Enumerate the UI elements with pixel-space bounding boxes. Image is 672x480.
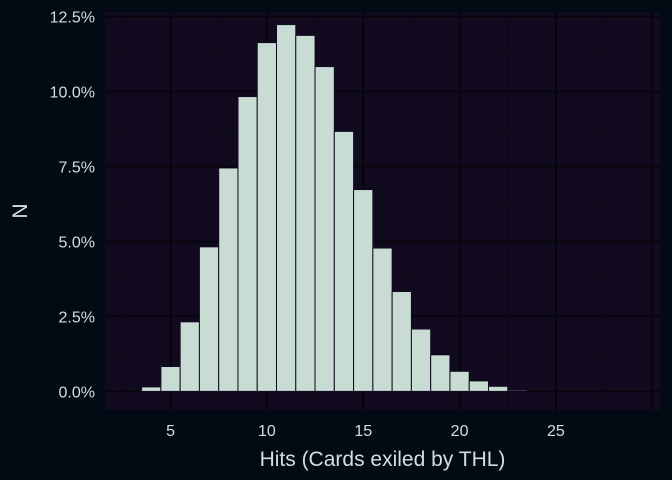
x-axis-title: Hits (Cards exiled by THL) bbox=[260, 448, 506, 471]
y-tick-label: 2.5% bbox=[59, 309, 95, 326]
y-tick-label: 5.0% bbox=[59, 234, 95, 251]
histogram-bar bbox=[372, 247, 393, 392]
y-tick-label: 0.0% bbox=[59, 384, 95, 401]
histogram-bar bbox=[160, 366, 181, 392]
y-axis-tick-labels: 0.0% 2.5% 5.0% 7.5% 10.0% 12.5% bbox=[50, 9, 95, 401]
histogram-bar bbox=[141, 386, 162, 392]
x-axis-tick-labels: 5 10 15 20 25 bbox=[166, 423, 565, 440]
histogram-bars bbox=[141, 24, 528, 392]
histogram-bar bbox=[449, 370, 470, 392]
histogram-bar bbox=[353, 189, 374, 392]
x-tick-label: 10 bbox=[258, 423, 276, 440]
y-tick-label: 7.5% bbox=[59, 159, 95, 176]
x-tick-label: 15 bbox=[354, 423, 372, 440]
histogram-bar bbox=[507, 389, 528, 392]
histogram-bar bbox=[314, 66, 335, 392]
histogram-bar bbox=[198, 246, 220, 392]
histogram-bar bbox=[391, 291, 412, 392]
histogram-bar bbox=[256, 42, 278, 392]
histogram-bar bbox=[410, 328, 432, 392]
histogram-bar bbox=[468, 380, 489, 392]
histogram-bar bbox=[218, 167, 239, 392]
histogram-bar bbox=[295, 34, 316, 392]
y-axis-title: N bbox=[9, 203, 32, 218]
histogram-bar bbox=[487, 385, 509, 392]
x-tick-label: 5 bbox=[166, 423, 175, 440]
x-tick-label: 25 bbox=[547, 423, 565, 440]
y-tick-label: 10.0% bbox=[50, 84, 95, 101]
histogram-bar bbox=[333, 130, 355, 392]
histogram-bar bbox=[430, 354, 451, 392]
histogram-bar bbox=[179, 321, 200, 392]
histogram-bar bbox=[276, 24, 297, 392]
x-tick-label: 20 bbox=[451, 423, 469, 440]
histogram-bar bbox=[237, 96, 258, 392]
y-tick-label: 12.5% bbox=[50, 9, 95, 26]
